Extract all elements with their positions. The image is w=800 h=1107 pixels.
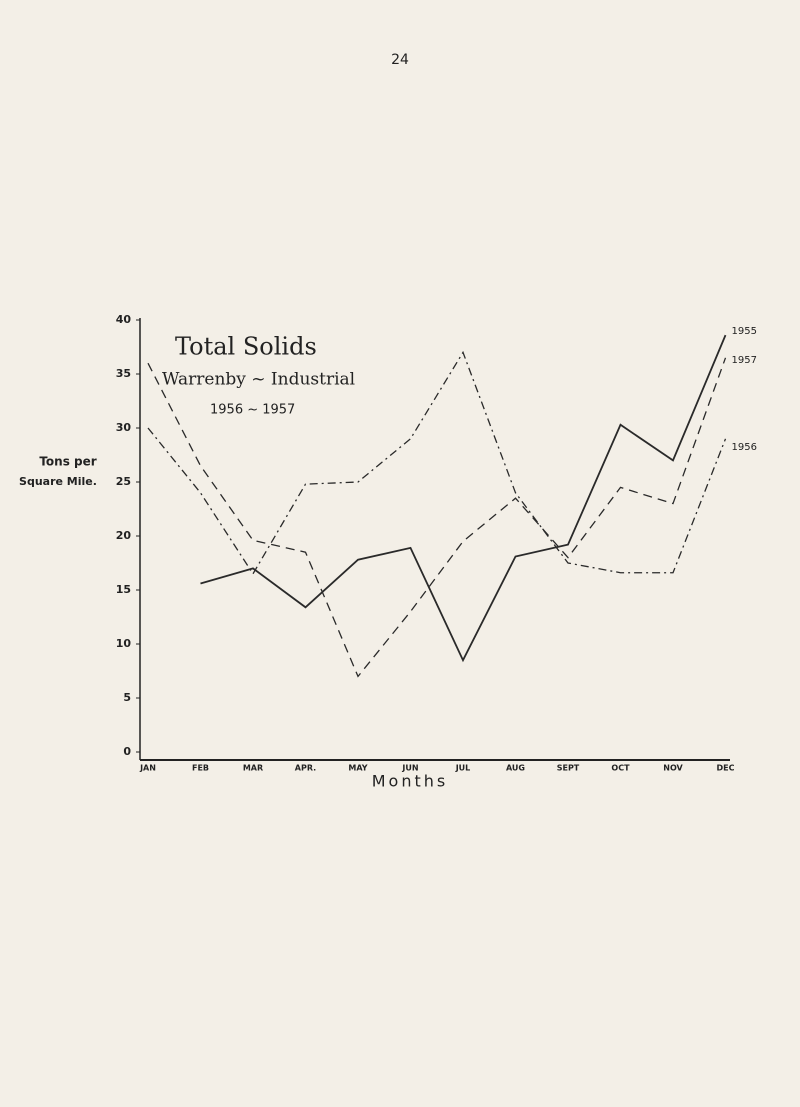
x-tick-label: DEC [717, 764, 735, 773]
legend-label: 1955 [732, 326, 757, 337]
x-tick-label: AUG [506, 764, 525, 773]
y-tick-label: 10 [116, 637, 132, 650]
chart-subtitle: Warrenby ~ Industrial [162, 370, 355, 390]
chart-subtitle-years: 1956 ~ 1957 [210, 403, 295, 418]
x-tick-label: JUL [455, 764, 471, 773]
x-tick-label: APR. [295, 764, 316, 773]
x-axis-label: Months [372, 772, 448, 791]
y-tick-label: 25 [116, 475, 131, 488]
x-tick-label: SEPT [557, 764, 580, 773]
series-line [147, 350, 727, 576]
y-tick-label: 5 [123, 691, 131, 704]
y-tick-label: 20 [116, 529, 132, 542]
y-axis-label: Square Mile. [19, 475, 97, 488]
y-tick-label: 15 [116, 583, 131, 596]
x-tick-label: FEB [192, 764, 209, 773]
x-tick-label: JAN [139, 764, 156, 773]
x-tick-label: MAY [348, 764, 367, 773]
x-tick-label: NOV [663, 764, 683, 773]
legend-label: 1956 [732, 442, 757, 453]
series-line [200, 334, 727, 663]
y-tick-label: 35 [116, 367, 131, 380]
y-axis-label: Tons per [39, 455, 96, 469]
legend-label: 1957 [732, 355, 757, 366]
x-tick-label: JUN [401, 764, 418, 773]
x-tick-label: MAR [243, 764, 263, 773]
y-tick-label: 30 [116, 421, 132, 434]
x-tick-label: OCT [611, 764, 630, 773]
y-tick-label: 40 [116, 313, 132, 326]
page-number: 24 [391, 52, 409, 68]
series-line [147, 357, 727, 678]
y-tick-label: 0 [123, 745, 131, 758]
chart-title: Total Solids [175, 333, 317, 361]
